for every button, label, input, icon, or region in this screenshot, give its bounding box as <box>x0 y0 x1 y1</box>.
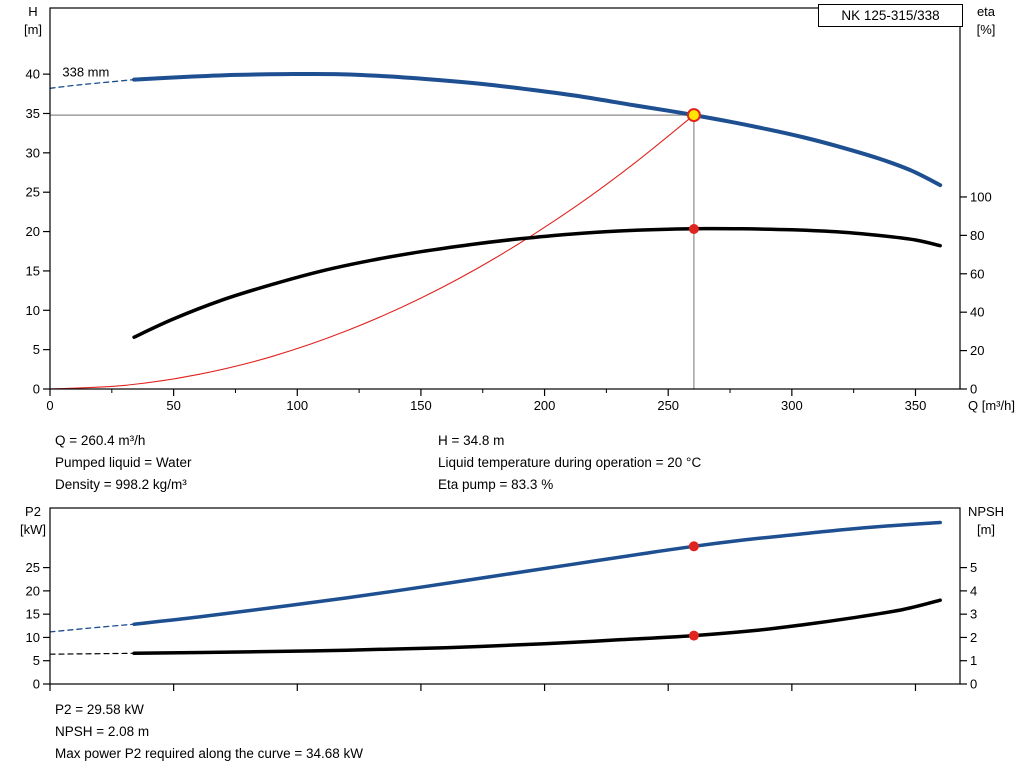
duty-point-crosshair <box>50 114 695 389</box>
liquid-temperature-text: Liquid temperature during operation = 20… <box>438 455 702 470</box>
left-axis-title: P2 <box>25 504 41 519</box>
left-tick-label: 40 <box>26 67 40 82</box>
x-tick-label: 250 <box>657 398 679 413</box>
right-axis-unit: [m] <box>977 522 995 537</box>
right-tick-label: 40 <box>970 305 984 320</box>
efficiency-point <box>688 224 699 234</box>
x-tick-label: 150 <box>410 398 432 413</box>
p2-npsh-chart-frame <box>49 507 961 685</box>
right-tick-label: 20 <box>970 343 984 358</box>
right-tick-label: 2 <box>970 630 977 645</box>
left-tick-label: 25 <box>26 185 40 200</box>
x-axis-title: Q [m³/h] <box>968 398 1015 413</box>
left-axis-title: H <box>28 4 37 19</box>
p2-value-text: P2 = 29.58 kW <box>55 702 144 717</box>
impeller-diameter-label: 338 mm <box>62 64 109 79</box>
efficiency-curve <box>132 226 942 339</box>
x-tick-label: 350 <box>905 398 927 413</box>
pump-model-label: NK 125-315/338 <box>818 4 963 27</box>
right-tick-label: 0 <box>970 677 977 692</box>
right-tick-label: 60 <box>970 266 984 281</box>
pump-curve-extrapolated <box>49 78 135 89</box>
p2-curve-extrapolated <box>49 623 135 633</box>
right-tick-label: 5 <box>970 560 977 575</box>
pump-curve <box>132 71 943 188</box>
left-tick-label: 30 <box>26 145 40 160</box>
duty-info-left-column: Q = 260.4 m³/h Pumped liquid = Water Den… <box>55 430 191 496</box>
right-tick-label: 0 <box>970 382 977 397</box>
right-tick-label: 4 <box>970 583 977 598</box>
left-tick-label: 25 <box>26 560 40 575</box>
right-tick-label: 1 <box>970 653 977 668</box>
left-axis: 0 5 10 15 20 25 30 35 40 H [m] <box>24 4 50 397</box>
left-tick-label: 15 <box>26 263 40 278</box>
system-curve <box>49 114 695 390</box>
right-axis-unit: [%] <box>977 22 996 37</box>
x-tick-label: 200 <box>534 398 556 413</box>
p2-npsh-chart: 0 5 10 15 20 25 P2 [kW] 0 1 2 3 4 5 NPSH [m] <box>20 504 1004 692</box>
left-tick-label: 35 <box>26 106 40 121</box>
left-tick-label: 5 <box>33 653 40 668</box>
power-info-block: P2 = 29.58 kW NPSH = 2.08 m Max power P2… <box>55 699 363 765</box>
right-axis: 0 1 2 3 4 5 NPSH [m] <box>960 504 1004 692</box>
npsh-curve-extrapolated <box>49 652 135 655</box>
left-axis-unit: [m] <box>24 22 42 37</box>
qh-eta-chart-frame <box>49 7 961 390</box>
left-tick-label: 10 <box>26 630 40 645</box>
npsh-point <box>688 630 699 641</box>
npsh-curve <box>132 598 942 656</box>
max-power-text: Max power P2 required along the curve = … <box>55 746 364 761</box>
head-value-text: H = 34.8 m <box>438 433 505 448</box>
duty-point <box>686 108 701 123</box>
left-tick-label: 20 <box>26 224 40 239</box>
left-axis: 0 5 10 15 20 25 P2 [kW] <box>20 504 50 692</box>
right-tick-label: 3 <box>970 607 977 622</box>
left-axis-unit: [kW] <box>20 522 46 537</box>
p2-curve <box>132 520 942 626</box>
x-axis: 0 50 100 150 200 250 300 350 Q [m³/h] <box>46 389 1015 413</box>
duty-info-right-column: H = 34.8 m Liquid temperature during ope… <box>438 430 701 496</box>
pumped-liquid-text: Pumped liquid = Water <box>55 455 192 470</box>
left-tick-label: 0 <box>33 677 40 692</box>
left-tick-label: 5 <box>33 342 40 357</box>
right-tick-label: 100 <box>970 189 992 204</box>
right-axis-title: NPSH <box>968 504 1004 519</box>
npsh-value-text: NPSH = 2.08 m <box>55 724 150 739</box>
right-axis-title: eta <box>977 4 996 19</box>
p2-point <box>688 541 699 552</box>
flow-value-text: Q = 260.4 m³/h <box>55 433 146 448</box>
x-axis <box>49 684 917 691</box>
left-tick-label: 15 <box>26 607 40 622</box>
right-tick-label: 80 <box>970 228 984 243</box>
right-axis: 0 20 40 60 80 100 eta [%] <box>960 4 996 397</box>
density-text: Density = 998.2 kg/m³ <box>55 477 187 492</box>
left-tick-label: 0 <box>33 382 40 397</box>
x-tick-label: 50 <box>166 398 180 413</box>
x-tick-label: 100 <box>286 398 308 413</box>
left-tick-label: 10 <box>26 303 40 318</box>
qh-eta-chart: 0 50 100 150 200 250 300 350 Q [m³/h]05101520253… <box>24 4 1015 413</box>
eta-pump-text: Eta pump = 83.3 % <box>438 477 554 492</box>
left-tick-label: 20 <box>26 583 40 598</box>
x-tick-label: 0 <box>46 398 53 413</box>
x-tick-label: 300 <box>781 398 803 413</box>
